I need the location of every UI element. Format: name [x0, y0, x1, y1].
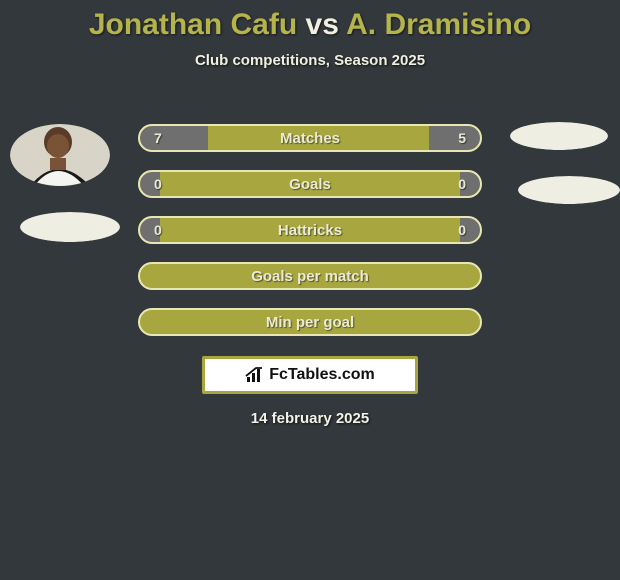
badge-text: FcTables.com [269, 366, 375, 384]
subtitle: Club competitions, Season 2025 [0, 52, 620, 69]
player1-avatar-2 [20, 212, 120, 242]
date-line: 14 february 2025 [0, 410, 620, 427]
stat-row-min-per-goal: Min per goal [138, 308, 482, 336]
player2-avatar-2 [518, 176, 620, 204]
stat-right-value: 0 [458, 218, 466, 242]
stat-label: Goals [140, 172, 480, 196]
stat-label: Hattricks [140, 218, 480, 242]
comparison-widget: Jonathan Cafu vs A. Dramisino Club compe… [0, 0, 620, 580]
source-badge[interactable]: FcTables.com [202, 356, 418, 394]
title-player2: A. Dramisino [346, 8, 531, 41]
stat-row-hattricks: 0 Hattricks 0 [138, 216, 482, 244]
stat-label: Goals per match [140, 264, 480, 288]
stat-right-value: 0 [458, 172, 466, 196]
stat-bars: 7 Matches 5 0 Goals 0 0 Hattricks 0 Goal… [138, 124, 482, 354]
player2-avatar [510, 122, 608, 150]
stat-row-matches: 7 Matches 5 [138, 124, 482, 152]
stat-row-goals: 0 Goals 0 [138, 170, 482, 198]
title-player1: Jonathan Cafu [89, 8, 297, 41]
chart-icon [245, 367, 265, 383]
stat-right-value: 5 [458, 126, 466, 150]
stat-label: Matches [140, 126, 480, 150]
page-title: Jonathan Cafu vs A. Dramisino [0, 0, 620, 42]
stat-row-goals-per-match: Goals per match [138, 262, 482, 290]
player1-avatar [10, 124, 110, 186]
stat-label: Min per goal [140, 310, 480, 334]
title-vs: vs [306, 8, 339, 41]
